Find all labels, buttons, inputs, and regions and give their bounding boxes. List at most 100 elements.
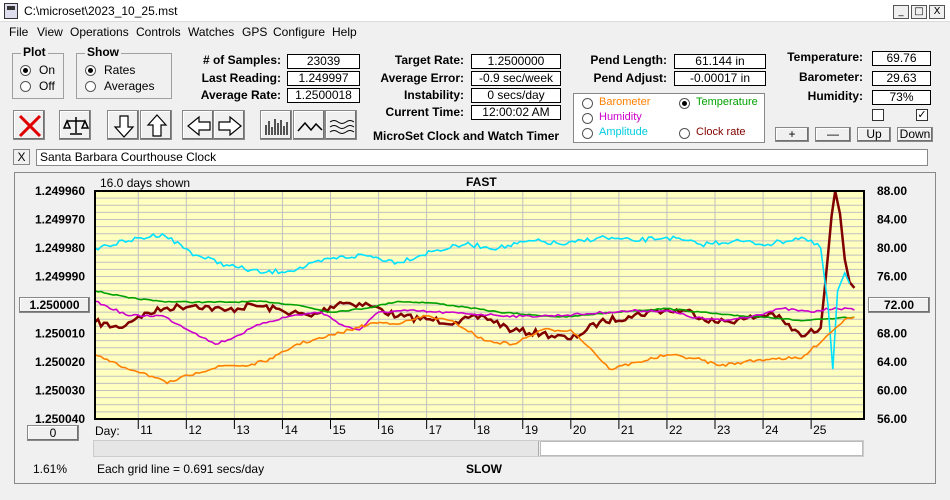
description-field[interactable]: Santa Barbara Courthouse Clock — [36, 149, 928, 166]
menu-watches[interactable]: Watches — [188, 25, 235, 39]
left-tick-label: 1.250030 — [35, 384, 85, 398]
day-label: 14 — [284, 423, 298, 437]
plot-group-title: Plot — [21, 45, 48, 59]
menu-configure[interactable]: Configure — [273, 25, 326, 39]
maximize-button[interactable]: □ — [911, 5, 927, 19]
app-caption: MicroSet Clock and Watch Timer — [373, 129, 560, 143]
scale-icon — [62, 117, 90, 135]
percent-label: 1.61% — [33, 462, 68, 476]
right-arrow-button[interactable] — [213, 110, 245, 140]
arrow-left-icon — [187, 115, 211, 137]
temperature-label: Temperature: — [787, 50, 863, 64]
pend-length-field[interactable]: 61.144 in — [674, 54, 766, 69]
menu-view[interactable]: View — [37, 25, 63, 39]
bar-graph-button[interactable] — [260, 110, 292, 140]
app-icon[interactable] — [4, 3, 18, 19]
target-rate-field[interactable]: 1.2500000 — [471, 54, 561, 69]
title-bar[interactable]: C:\microset\2023_10_25.mst _ □ X — [0, 0, 950, 22]
minimize-button[interactable]: _ — [893, 5, 909, 19]
clock-rate-radio[interactable] — [679, 128, 690, 139]
temperature-radio[interactable] — [679, 98, 690, 109]
day-label: 13 — [236, 423, 250, 437]
menu-help[interactable]: Help — [332, 25, 357, 39]
arrow-down-icon — [113, 115, 135, 138]
plot-border — [94, 190, 865, 420]
menu-bar: File View Operations Controls Watches GP… — [0, 23, 950, 41]
day-label: 17 — [429, 423, 443, 437]
day-label: 12 — [188, 423, 202, 437]
up-button[interactable]: Up — [857, 127, 891, 142]
down-button[interactable]: Down — [897, 127, 933, 142]
average-rate-field: 1.2500018 — [287, 88, 360, 103]
temperature-field: 69.76 — [872, 51, 931, 66]
last-reading-field: 1.249997 — [287, 71, 360, 86]
left-tick-label: 1.249980 — [35, 241, 85, 255]
humidity-label: Humidity: — [807, 89, 863, 103]
time-scrollbar[interactable] — [93, 440, 864, 457]
day-label: 24 — [765, 423, 779, 437]
up-arrow-button[interactable] — [140, 110, 172, 140]
right-tick-label: 80.00 — [877, 241, 907, 255]
day-label: 19 — [525, 423, 539, 437]
right-tick-label: 64.00 — [877, 355, 907, 369]
amplitude-option-label[interactable]: Amplitude — [599, 126, 648, 138]
zero-button[interactable]: 0 — [27, 425, 79, 441]
right-tick-label: 60.00 — [877, 384, 907, 398]
last-reading-label: Last Reading: — [201, 71, 281, 85]
center-parameter-button[interactable]: 72.00 — [868, 297, 930, 313]
average-rate-label: Average Rate: — [200, 88, 281, 102]
plot-on-label[interactable]: On — [39, 63, 56, 77]
show-rates-radio[interactable] — [85, 65, 96, 76]
close-description-button[interactable]: X — [13, 149, 30, 165]
show-group-title: Show — [85, 45, 121, 59]
humidity-option-label[interactable]: Humidity — [599, 111, 642, 123]
series-humidity-line — [94, 300, 855, 346]
line-graph-button[interactable] — [293, 110, 325, 140]
env-checkbox-1[interactable] — [872, 109, 884, 121]
scrollbar-track-left[interactable] — [94, 441, 539, 456]
down-arrow-button[interactable] — [107, 110, 139, 140]
show-averages-radio[interactable] — [85, 81, 96, 92]
day-label: 18 — [477, 423, 491, 437]
scrollbar-thumb[interactable] — [540, 441, 863, 456]
left-tick-label: 1.250040 — [35, 412, 85, 426]
plot-on-radio[interactable] — [20, 65, 31, 76]
red-x-icon — [18, 114, 42, 138]
left-tick-label: 1.250020 — [35, 355, 85, 369]
temperature-option-label[interactable]: Temperature — [696, 96, 758, 108]
close-window-button[interactable]: X — [929, 5, 945, 19]
plot-off-radio[interactable] — [20, 81, 31, 92]
pend-adjust-field: -0.00017 in — [674, 71, 766, 86]
menu-operations[interactable]: Operations — [70, 25, 129, 39]
target-rate-label: Target Rate: — [394, 53, 464, 67]
right-tick-label: 88.00 — [877, 184, 907, 198]
stop-button[interactable] — [13, 110, 45, 140]
center-rate-button[interactable]: 1.250000 — [19, 297, 90, 313]
minus-button[interactable]: — — [815, 127, 851, 142]
menu-gps[interactable]: GPS — [242, 25, 268, 39]
clock-rate-option-label[interactable]: Clock rate — [696, 126, 746, 138]
left-tick-label: 1.250010 — [35, 327, 85, 341]
left-tick-label: 1.249990 — [35, 270, 85, 284]
menu-controls[interactable]: Controls — [136, 25, 181, 39]
menu-file[interactable]: File — [9, 25, 29, 39]
instability-field: 0 secs/day — [471, 88, 561, 103]
series-temperature-line — [94, 290, 855, 322]
barometer-radio[interactable] — [582, 98, 593, 109]
barometer-option-label[interactable]: Barometer — [599, 96, 651, 108]
current-time-label: Current Time: — [385, 105, 464, 119]
show-averages-label[interactable]: Averages — [104, 79, 155, 93]
plus-button[interactable]: + — [775, 127, 809, 142]
env-checkbox-2[interactable]: ✓ — [916, 109, 928, 121]
plot-off-label[interactable]: Off — [39, 79, 55, 93]
show-rates-label[interactable]: Rates — [104, 63, 136, 77]
balance-button[interactable] — [59, 110, 91, 140]
humidity-radio[interactable] — [582, 113, 593, 124]
day-axis-label: Day: — [95, 424, 120, 438]
day-label: 25 — [813, 423, 827, 437]
humidity-field: 73% — [872, 90, 931, 105]
wave-graph-button[interactable] — [325, 110, 357, 140]
day-label: 21 — [621, 423, 635, 437]
amplitude-radio[interactable] — [582, 128, 593, 139]
